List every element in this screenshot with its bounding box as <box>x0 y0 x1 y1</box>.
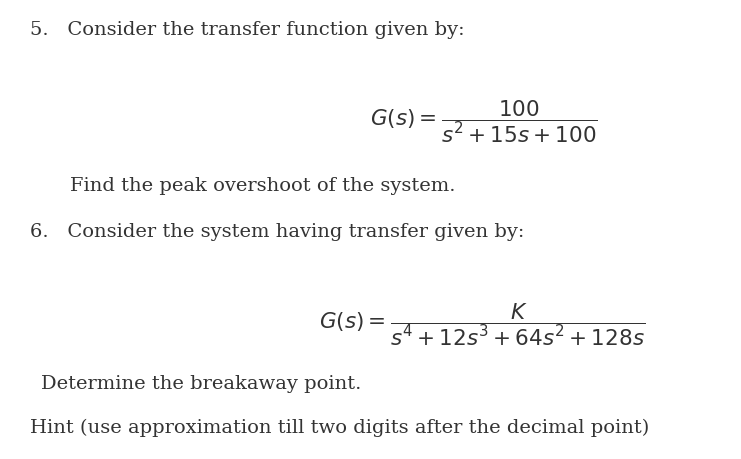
Text: 5.   Consider the transfer function given by:: 5. Consider the transfer function given … <box>30 21 465 39</box>
Text: $G(s)=\dfrac{100}{s^{2}+15s+100}$: $G(s)=\dfrac{100}{s^{2}+15s+100}$ <box>370 99 598 145</box>
Text: Determine the breakaway point.: Determine the breakaway point. <box>41 374 361 392</box>
Text: Hint (use approximation till two digits after the decimal point): Hint (use approximation till two digits … <box>30 418 649 436</box>
Text: Find the peak overshoot of the system.: Find the peak overshoot of the system. <box>70 177 456 195</box>
Text: 6.   Consider the system having transfer given by:: 6. Consider the system having transfer g… <box>30 223 524 241</box>
Text: $G(s)=\dfrac{K}{s^{4}+12s^{3}+64s^{2}+128s}$: $G(s)=\dfrac{K}{s^{4}+12s^{3}+64s^{2}+12… <box>319 301 645 347</box>
